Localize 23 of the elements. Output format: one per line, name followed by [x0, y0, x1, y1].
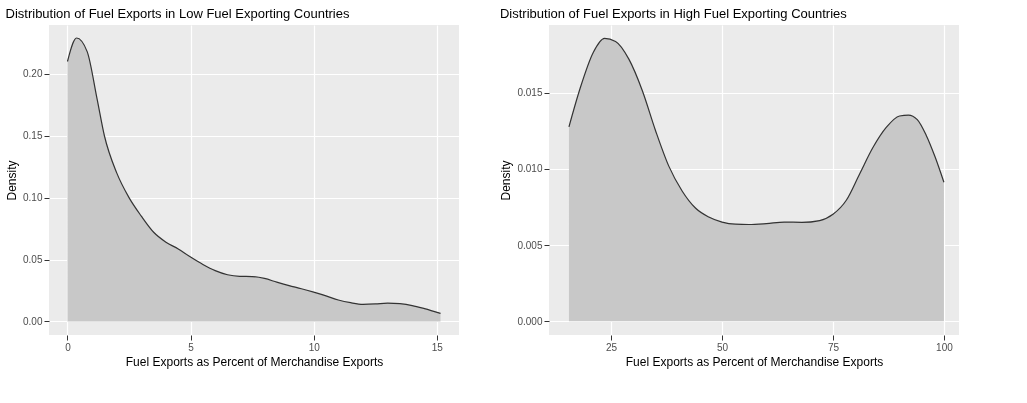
y-tick-label: 0.15 [23, 130, 43, 142]
x-tick-label: 100 [936, 341, 954, 353]
y-axis-title: Density [499, 160, 514, 201]
x-tick-label: 10 [308, 341, 321, 353]
y-tick-label: 0.10 [23, 192, 43, 204]
y-tick-label: 0.20 [23, 68, 43, 80]
y-tick-label: 0.005 [517, 239, 543, 251]
y-tick-label: 0.010 [517, 163, 543, 175]
x-tick-label: 25 [606, 341, 618, 353]
x-tick-label: 0 [65, 341, 72, 353]
y-axis-title: Density [5, 160, 20, 201]
y-tick-label: 0.05 [23, 254, 43, 266]
y-tick-label: 0.000 [517, 315, 543, 327]
y-tick-label: 0.015 [517, 87, 543, 99]
chart-title: Distribution of Fuel Exports in High Fuel Exporting Countries [499, 6, 848, 21]
x-tick-label: 15 [431, 341, 444, 353]
x-axis-title: Fuel Exports as Percent of Merchandise Exports [125, 354, 384, 369]
x-tick-label: 75 [827, 341, 840, 353]
x-tick-label: 50 [716, 341, 729, 353]
x-tick-label: 5 [188, 341, 195, 353]
x-axis-title: Fuel Exports as Percent of Merchandise Exports [625, 354, 884, 369]
chart-title: Distribution of Fuel Exports in Low Fuel Exporting Countries [5, 6, 350, 21]
y-tick-label: 0.00 [23, 315, 43, 327]
